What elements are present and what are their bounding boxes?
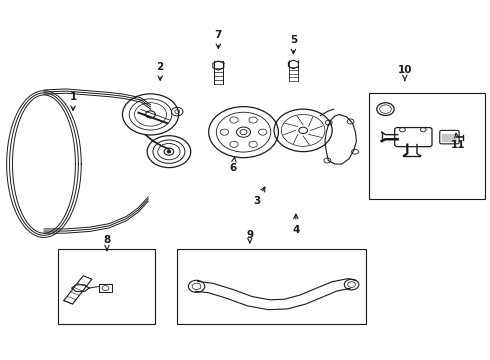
Bar: [58, 249, 155, 324]
Bar: [98, 284, 112, 292]
Text: 7: 7: [215, 30, 222, 48]
Text: 5: 5: [290, 35, 297, 54]
Bar: [368, 93, 485, 199]
Text: 11: 11: [451, 133, 465, 149]
Text: 4: 4: [292, 214, 299, 235]
Text: 8: 8: [103, 235, 111, 251]
Text: 1: 1: [70, 92, 76, 111]
Text: 9: 9: [246, 230, 253, 243]
Text: 3: 3: [253, 187, 265, 206]
Text: 2: 2: [157, 62, 164, 80]
Bar: [177, 249, 366, 324]
Circle shape: [167, 150, 171, 153]
Text: 10: 10: [397, 65, 412, 81]
Text: 6: 6: [229, 157, 237, 172]
